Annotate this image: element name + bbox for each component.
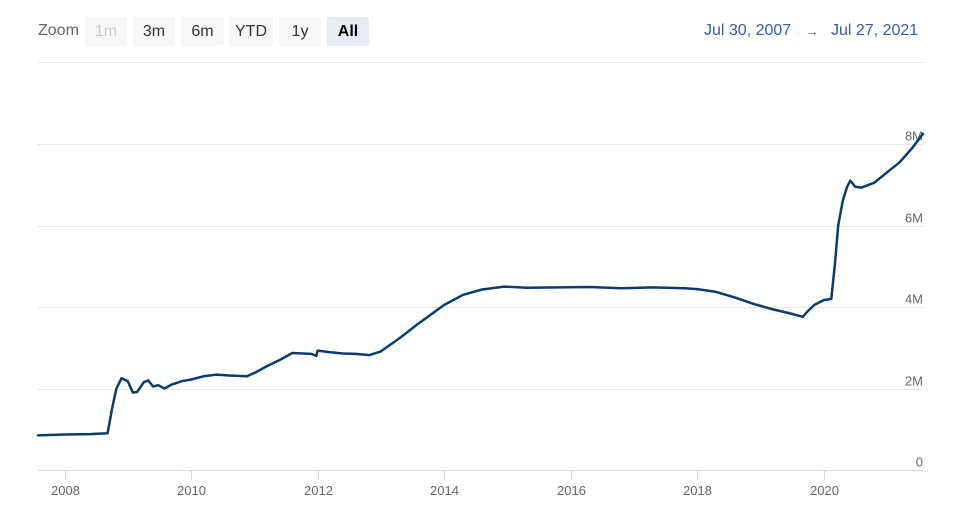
zoom-3m-button[interactable]: 3m: [133, 17, 175, 46]
zoom-1y-button[interactable]: 1y: [279, 17, 321, 46]
range-arrow-icon: →: [805, 23, 819, 39]
y-tick-label: 2M: [905, 374, 923, 389]
y-tick-label: 6M: [905, 211, 923, 226]
zoom-all-button[interactable]: All: [327, 17, 369, 46]
x-tick-label: 2010: [177, 483, 206, 498]
range-from-date[interactable]: Jul 30, 2007: [704, 22, 792, 39]
series-layer: [36, 132, 925, 437]
x-tick-label: 2018: [683, 483, 712, 498]
x-axis: 2008 2010 2012 2014 2016 2018 2020: [38, 470, 923, 498]
series-line: [36, 132, 925, 437]
range-selector-toolbar: Zoom 1m 3m 6m YTD 1y All Jul 30, 2007 → …: [0, 0, 969, 63]
zoom-ytd-button[interactable]: YTD: [229, 17, 273, 46]
toolbar-divider: [38, 62, 923, 63]
x-tick-label: 2016: [557, 483, 586, 498]
x-tick-label: 2012: [304, 483, 333, 498]
x-tick-label: 2020: [810, 483, 839, 498]
zoom-1m-button[interactable]: 1m: [85, 17, 127, 46]
grid-lines: [38, 144, 923, 390]
zoom-6m-button[interactable]: 6m: [181, 17, 224, 46]
x-tick-label: 2008: [51, 483, 80, 498]
zoom-label: Zoom: [38, 22, 79, 39]
x-tick-label: 2014: [430, 483, 459, 498]
y-tick-label: 4M: [905, 292, 923, 307]
y-tick-label: 0: [916, 455, 923, 470]
range-to-date[interactable]: Jul 27, 2021: [831, 22, 919, 39]
